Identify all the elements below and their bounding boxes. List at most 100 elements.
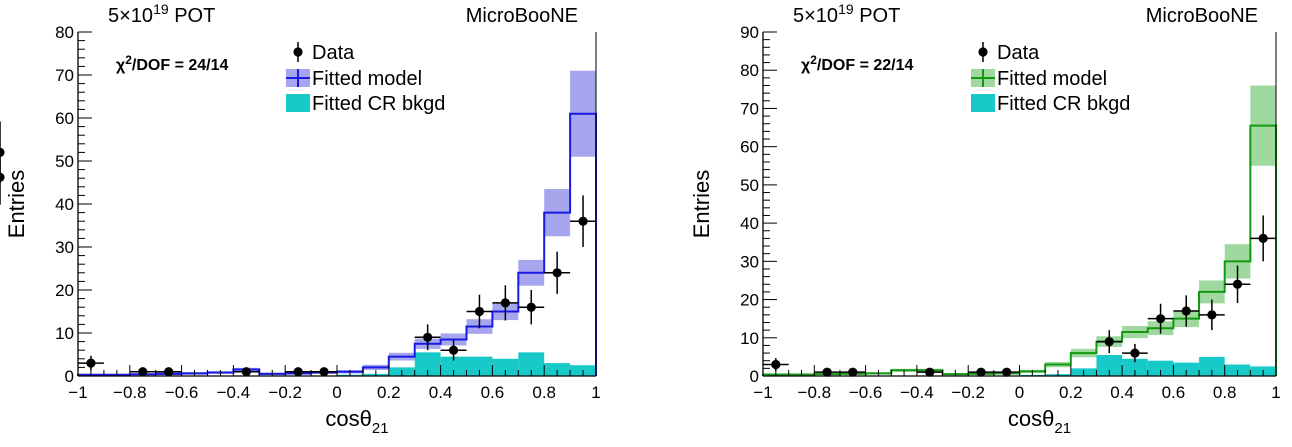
- bkgd-bar-13: [414, 352, 441, 376]
- data-point: [822, 367, 832, 377]
- x-tick-label: −0.4: [900, 383, 934, 402]
- y-tick-label: 20: [740, 291, 759, 310]
- legend-label-data: Data: [312, 42, 355, 64]
- chart-panel-1: 0 10 20 30 40 50 60 70 80 −1 −0.8 −0.6 −0.4 −0.2 0 0.2 0…: [0, 1, 601, 437]
- y-tick-label: 80: [55, 23, 74, 42]
- data-point: [1155, 314, 1166, 324]
- x-axis-title-sub: 21: [372, 420, 389, 437]
- legend-data-marker: [293, 47, 303, 57]
- header-experiment: MicroBooNE: [1146, 5, 1258, 27]
- data-point: [1104, 337, 1114, 347]
- data-point: [474, 306, 485, 317]
- x-tick-label: 0.4: [429, 383, 453, 402]
- x-tick-label: 1: [591, 383, 600, 402]
- data-point: [1258, 233, 1268, 243]
- data-point: [1207, 310, 1217, 320]
- y-tick-label: 30: [55, 238, 74, 257]
- y-tick-label: 90: [740, 23, 759, 42]
- pot-unit: POT: [169, 5, 216, 27]
- x-tick-label: 1: [1271, 383, 1280, 402]
- chi2-value: /DOF = 22/14: [817, 57, 914, 74]
- data-point: [578, 216, 588, 226]
- bkgd-bars: [337, 352, 596, 376]
- legend-data-marker: [978, 47, 988, 57]
- legend-label-model: Fitted model: [312, 68, 422, 90]
- legend-label-data: Data: [997, 42, 1040, 64]
- y-tick-label: 70: [55, 66, 74, 85]
- y-tick-label: 60: [55, 109, 74, 128]
- y-tick-label: 50: [55, 152, 74, 171]
- data-point: [771, 359, 781, 370]
- data-point: [976, 367, 986, 377]
- header-pot: 5×1019 POT: [108, 1, 215, 27]
- data-point: [423, 332, 433, 342]
- bkgd-bar-16: [1173, 362, 1200, 376]
- legend: Data Fitted model Fitted CR bkgd: [971, 42, 1130, 115]
- y-axis-title: Entries: [4, 170, 29, 238]
- y-axis-title: Entries: [689, 170, 714, 238]
- data-point: [86, 358, 96, 368]
- data-point: [241, 367, 251, 377]
- y-tick-label: 0: [65, 367, 74, 386]
- data-point: [848, 367, 858, 377]
- data-point: [319, 367, 329, 377]
- x-axis-title-main: cosθ: [1008, 406, 1054, 431]
- model-step-line: [762, 124, 1277, 376]
- data-point: [1002, 367, 1012, 377]
- y-tick-label: 80: [740, 61, 759, 80]
- chi2-exponent: 2: [810, 53, 817, 67]
- chi2-value: /DOF = 24/14: [132, 57, 229, 74]
- chi2-label: χ2/DOF = 22/14: [801, 53, 914, 74]
- legend-label-model: Fitted model: [997, 68, 1107, 90]
- bkgd-bar-14: [1122, 358, 1148, 376]
- bkgd-bar-14: [440, 356, 467, 376]
- y-tick-label: 50: [740, 176, 759, 195]
- x-tick-label: −0.6: [849, 383, 883, 402]
- x-tick-label: 0.8: [1213, 383, 1237, 402]
- bkgd-bar-17: [1199, 356, 1225, 376]
- data-point: [0, 172, 5, 182]
- header-pot: 5×1019 POT: [793, 1, 900, 27]
- x-tick-label: 0.2: [377, 383, 401, 402]
- y-ticks: 0 10 20 30 40 50 60 70 80: [55, 23, 92, 386]
- x-tick-label: −0.2: [951, 383, 985, 402]
- x-axis-title-sub: 21: [1054, 420, 1071, 437]
- data-point: [526, 302, 536, 312]
- chi2-symbol: χ: [801, 57, 811, 74]
- bkgd-bar-15: [1147, 360, 1174, 376]
- x-tick-label: 0.6: [1162, 383, 1186, 402]
- data-point: [0, 147, 5, 157]
- pot-unit: POT: [854, 5, 901, 27]
- data-points: [0, 121, 596, 377]
- y-tick-label: 10: [55, 324, 74, 343]
- x-tick-label: −1: [68, 383, 87, 402]
- pot-base: 5×10: [793, 5, 838, 27]
- x-tick-label: 0.4: [1110, 383, 1134, 402]
- pot-base: 5×10: [108, 5, 153, 27]
- y-tick-label: 30: [740, 252, 759, 271]
- data-points: [0, 149, 1276, 377]
- pot-exponent: 19: [838, 1, 854, 17]
- chi2-label: χ2/DOF = 24/14: [116, 53, 229, 74]
- x-tick-label: −0.2: [268, 383, 302, 402]
- x-tick-label: 0.8: [532, 383, 556, 402]
- bkgd-bar-15: [466, 356, 493, 376]
- x-axis-title-main: cosθ: [325, 406, 371, 431]
- data-point: [552, 268, 562, 278]
- x-tick-label: 0.2: [1059, 383, 1083, 402]
- legend-bkgd-swatch: [971, 94, 995, 112]
- bkgd-bar-18: [544, 363, 571, 376]
- x-tick-label: 0.6: [481, 383, 505, 402]
- data-point: [925, 367, 935, 377]
- legend-bkgd-swatch: [286, 94, 310, 112]
- x-tick-label: −0.4: [217, 383, 251, 402]
- data-point: [138, 367, 148, 377]
- model-uncertainty-band: [763, 85, 1276, 376]
- legend: Data Fitted model Fitted CR bkgd: [286, 42, 445, 115]
- data-point: [164, 367, 174, 377]
- pot-exponent: 19: [153, 1, 169, 17]
- y-tick-label: 60: [740, 138, 759, 157]
- legend-label-bkgd: Fitted CR bkgd: [997, 93, 1130, 115]
